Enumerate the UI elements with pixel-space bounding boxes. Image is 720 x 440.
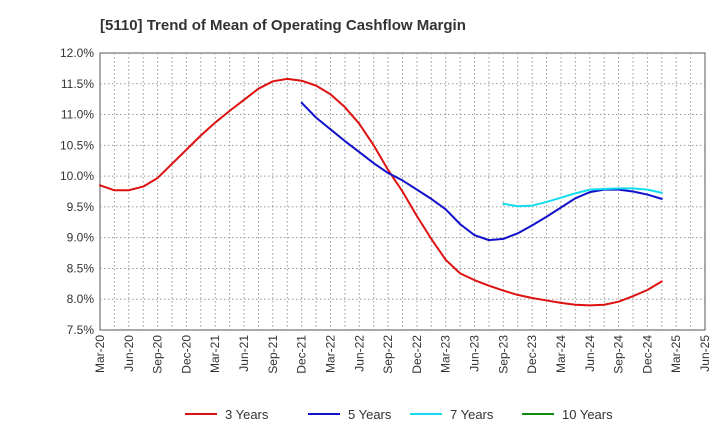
x-axis: Mar-20 Jun-20 Sep-20 Dec-20 Mar-21 Jun-21 Sep-… bbox=[93, 335, 712, 374]
x-tick-label: Dec-20 bbox=[179, 335, 193, 374]
x-tick-label: Sep-23 bbox=[496, 335, 510, 374]
x-tick-label: Jun-25 bbox=[698, 335, 712, 372]
series-line-3 bbox=[502, 187, 663, 208]
legend-label: 7 Years bbox=[450, 407, 494, 422]
x-tick-label: Mar-20 bbox=[93, 335, 107, 373]
legend: 3 Years 5 Years 7 Years 10 Years bbox=[185, 407, 613, 422]
series-lines bbox=[99, 77, 663, 307]
y-tick-label: 7.5% bbox=[67, 323, 95, 337]
x-tick-label: Mar-23 bbox=[439, 335, 453, 373]
x-tick-label: Dec-23 bbox=[525, 335, 539, 374]
y-tick-label: 12.0% bbox=[60, 46, 94, 60]
series-line-1 bbox=[99, 77, 663, 307]
y-tick-label: 9.0% bbox=[67, 231, 95, 245]
y-tick-label: 8.5% bbox=[67, 261, 95, 275]
legend-label: 5 Years bbox=[348, 407, 392, 422]
chart-title: [5110] Trend of Mean of Operating Cashfl… bbox=[100, 17, 466, 34]
x-tick-label: Dec-22 bbox=[410, 335, 424, 374]
y-axis: 7.5% 8.0% 8.5% 9.0% 9.5% 10.0% 10.5% 11.0% 11.5%… bbox=[60, 46, 94, 337]
x-tick-label: Jun-23 bbox=[468, 335, 482, 372]
x-tick-label: Dec-21 bbox=[295, 335, 309, 374]
x-tick-label: Sep-20 bbox=[151, 335, 165, 374]
x-tick-label: Mar-24 bbox=[554, 335, 568, 373]
x-tick-label: Sep-24 bbox=[612, 335, 626, 374]
y-tick-label: 9.5% bbox=[67, 200, 95, 214]
y-tick-label: 10.5% bbox=[60, 138, 94, 152]
x-tick-label: Jun-20 bbox=[122, 335, 136, 372]
legend-label: 3 Years bbox=[225, 407, 269, 422]
legend-label: 10 Years bbox=[562, 407, 613, 422]
x-tick-label: Jun-21 bbox=[237, 335, 251, 372]
y-tick-label: 10.0% bbox=[60, 169, 94, 183]
x-tick-label: Mar-25 bbox=[669, 335, 683, 373]
y-tick-label: 11.5% bbox=[61, 77, 94, 91]
x-tick-label: Mar-22 bbox=[323, 335, 337, 373]
x-tick-label: Sep-22 bbox=[381, 335, 395, 374]
x-tick-label: Jun-22 bbox=[352, 335, 366, 372]
x-tick-label: Jun-24 bbox=[583, 335, 597, 372]
y-tick-label: 8.0% bbox=[67, 292, 95, 306]
x-tick-label: Sep-21 bbox=[266, 335, 280, 374]
y-tick-label: 11.0% bbox=[61, 108, 94, 122]
grid-lines bbox=[100, 53, 705, 330]
x-tick-label: Mar-21 bbox=[208, 335, 222, 373]
x-tick-label: Dec-24 bbox=[640, 335, 654, 374]
